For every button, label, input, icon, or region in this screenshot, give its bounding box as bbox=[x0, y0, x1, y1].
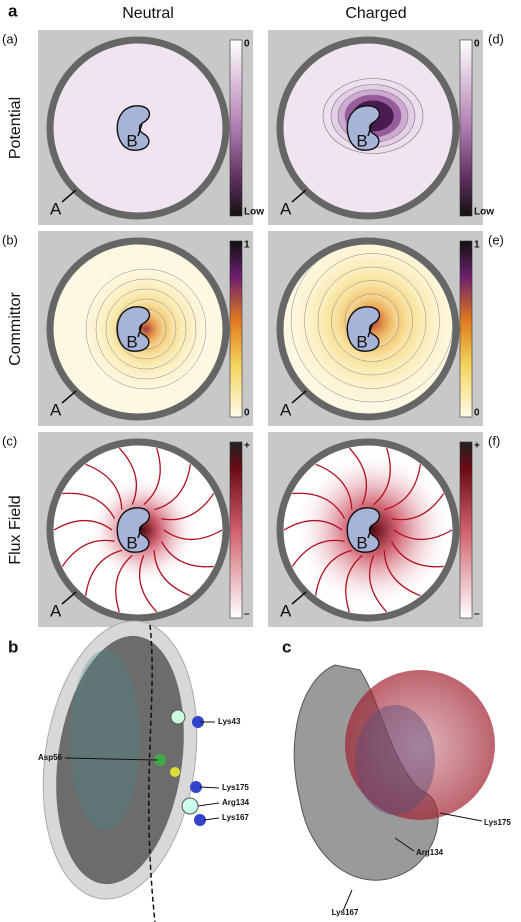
colorbar-top-label: 0 bbox=[244, 39, 250, 50]
site-a-label: A bbox=[50, 400, 62, 419]
colorbar-bottom-label: Low bbox=[474, 207, 494, 218]
panel: B A 1 0 bbox=[38, 231, 253, 426]
residue-label: Lys43 bbox=[218, 717, 241, 726]
inner-isosurface bbox=[355, 705, 435, 815]
colorbar-bottom-label: 0 bbox=[474, 408, 480, 419]
site-a-label: A bbox=[280, 601, 292, 620]
colorbar-top-label: 0 bbox=[474, 39, 480, 50]
colorbar-bottom-label: – bbox=[244, 609, 250, 620]
colorbar bbox=[230, 40, 242, 216]
colorbar bbox=[230, 442, 242, 618]
residue-leader bbox=[440, 813, 482, 821]
colorbar-bottom-label: 0 bbox=[244, 408, 250, 419]
site-b-label: B bbox=[356, 533, 367, 552]
figure-label: a bbox=[8, 1, 18, 20]
colorbar bbox=[460, 241, 472, 417]
flux-magnitude bbox=[88, 475, 198, 585]
panel: B A + – bbox=[268, 432, 483, 627]
panel: B A + – bbox=[38, 432, 253, 627]
residue-atoms bbox=[171, 710, 185, 724]
residue-label: Asp56 bbox=[38, 753, 63, 762]
residue-leader bbox=[198, 803, 219, 806]
panel-tag: (d) bbox=[488, 31, 504, 46]
panel-tag: (c) bbox=[2, 433, 17, 448]
site-a-label: A bbox=[50, 199, 62, 218]
residue-label: Lys167 bbox=[332, 908, 359, 917]
column-title: Neutral bbox=[122, 5, 174, 22]
residue-leader bbox=[204, 818, 219, 820]
panel-tag: (a) bbox=[2, 31, 18, 46]
panel: B A 0 Low bbox=[268, 30, 494, 225]
residue-atoms bbox=[182, 798, 198, 814]
structure-panels: b c Lys43 Asp56 Lys175 Arg134 Lys167 Lys175 Ar… bbox=[8, 611, 511, 922]
site-b-label: B bbox=[126, 332, 137, 351]
colorbar-top-label: 1 bbox=[244, 240, 250, 251]
site-a-label: A bbox=[280, 199, 292, 218]
colorbar-top-label: + bbox=[474, 441, 480, 452]
row-label: Flux Field bbox=[7, 495, 24, 564]
colorbar bbox=[460, 442, 472, 618]
residue-label: Arg134 bbox=[222, 798, 250, 807]
residue-label: Lys167 bbox=[222, 813, 249, 822]
colorbar-top-label: + bbox=[244, 441, 250, 452]
residue-label: Lys175 bbox=[222, 783, 249, 792]
panel-grid: Potential B A 0 Low (a) B A 0 Low (d) Committor B A 1 0… bbox=[2, 30, 504, 627]
colorbar-bottom-label: Low bbox=[244, 207, 264, 218]
residue-label: Arg134 bbox=[416, 848, 444, 857]
site-b-label: B bbox=[126, 131, 137, 150]
site-a-label: A bbox=[50, 601, 62, 620]
colorbar-bottom-label: – bbox=[474, 609, 480, 620]
site-b-label: B bbox=[356, 131, 367, 150]
row-label: Potential bbox=[7, 97, 24, 159]
colorbar bbox=[460, 40, 472, 216]
panel-label: c bbox=[282, 637, 291, 656]
figure: a Neutral Charged Potential B A 0 Low (a) B A 0 L… bbox=[0, 0, 521, 922]
residue-label: Lys175 bbox=[484, 818, 511, 827]
panel: B A 1 0 bbox=[268, 231, 483, 426]
panel-tag: (e) bbox=[488, 232, 504, 247]
colorbar bbox=[230, 241, 242, 417]
residue-leader bbox=[200, 787, 219, 788]
protein-core bbox=[70, 650, 140, 830]
site-a-label: A bbox=[280, 400, 292, 419]
site-b-label: B bbox=[356, 332, 367, 351]
colorbar-top-label: 1 bbox=[474, 240, 480, 251]
panel: B A 0 Low bbox=[38, 30, 264, 225]
site-b-label: B bbox=[126, 533, 137, 552]
column-title: Charged bbox=[345, 5, 406, 22]
panel-tag: (f) bbox=[488, 433, 500, 448]
panel-tag: (b) bbox=[2, 232, 18, 247]
row-label: Committor bbox=[7, 291, 24, 365]
panel-label: b bbox=[8, 637, 18, 656]
residue-atoms bbox=[170, 767, 180, 777]
